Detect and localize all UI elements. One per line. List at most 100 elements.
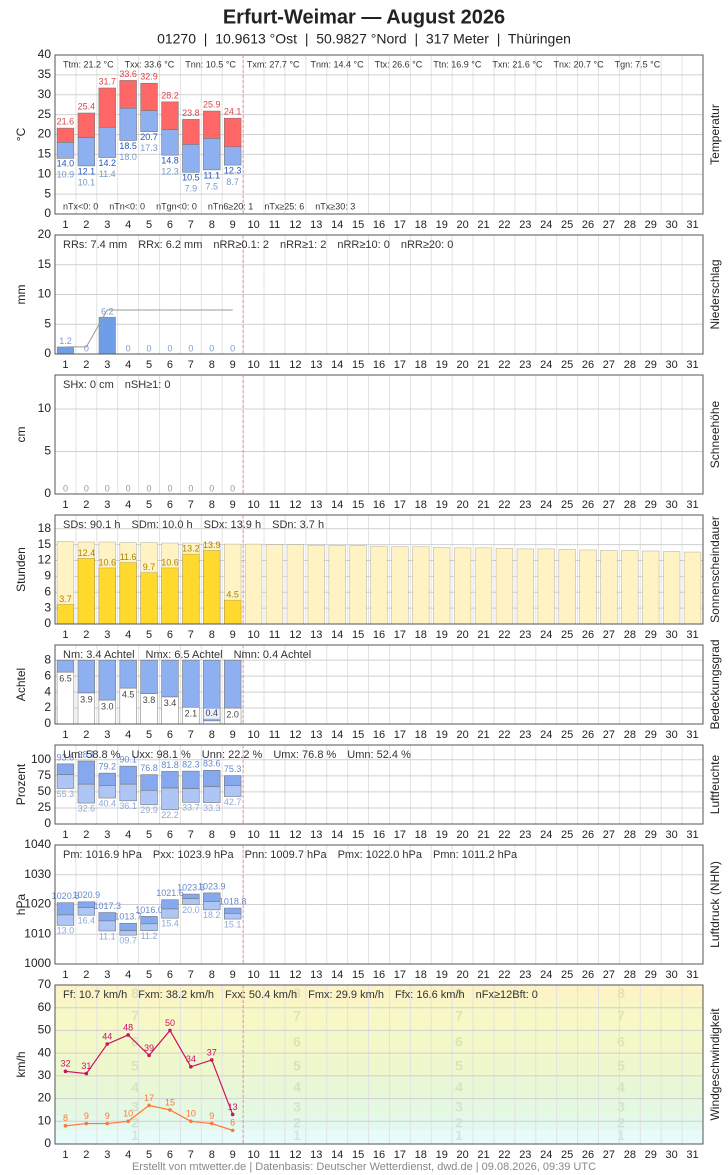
y-tick-label: 40 xyxy=(38,47,52,61)
x-tick-label: 25 xyxy=(561,729,573,741)
x-tick-label: 18 xyxy=(415,729,427,741)
x-tick-label: 8 xyxy=(209,729,215,741)
x-tick-label: 31 xyxy=(686,1149,698,1161)
bar xyxy=(140,572,158,625)
data-label: 15 xyxy=(165,1097,175,1107)
beaufort-number: 4 xyxy=(293,1079,301,1095)
x-tick-label: 13 xyxy=(310,1149,322,1161)
bar xyxy=(56,346,75,355)
panel-label: Luftfeuchte xyxy=(708,754,722,814)
bar xyxy=(98,316,116,355)
data-label: 0 xyxy=(84,343,89,353)
x-tick-label: 13 xyxy=(310,729,322,741)
statistic: Pm: 1016.9 hPa xyxy=(63,849,143,861)
x-tick-label: 9 xyxy=(230,969,236,981)
statistic: Txx: 33.6 °C xyxy=(125,59,175,69)
range-lower xyxy=(182,898,200,905)
point xyxy=(168,1028,172,1033)
x-tick-label: 17 xyxy=(394,1149,406,1161)
beaufort-number: 3 xyxy=(455,1098,463,1114)
x-tick-label: 31 xyxy=(686,219,698,231)
bar xyxy=(537,548,555,625)
data-label: 8 xyxy=(63,1113,68,1123)
x-tick-label: 24 xyxy=(540,829,552,841)
plot-border xyxy=(54,374,704,495)
y-tick-label: 6 xyxy=(44,668,51,682)
cloud-part xyxy=(77,659,96,694)
statistic: nTgn<0: 0 xyxy=(156,201,197,211)
y-tick-label: 0 xyxy=(44,346,51,360)
bar xyxy=(516,548,534,625)
data-label: 10.6 xyxy=(161,557,179,567)
x-tick-label: 28 xyxy=(624,499,636,511)
x-tick-label: 7 xyxy=(188,969,194,981)
x-tick-label: 26 xyxy=(582,499,594,511)
x-tick-label: 1 xyxy=(62,219,68,231)
bar xyxy=(286,544,305,625)
x-tick-label: 6 xyxy=(167,1149,173,1161)
panel-label: Niederschlag xyxy=(708,259,722,329)
beaufort-number: 8 xyxy=(455,985,463,1001)
data-label: 6.5 xyxy=(59,674,72,684)
x-tick-label: 13 xyxy=(310,359,322,371)
data-label: 3.7 xyxy=(59,594,72,604)
data-label: 0 xyxy=(84,483,89,493)
x-tick-label: 23 xyxy=(519,499,531,511)
data-label: 0.4 xyxy=(206,708,219,718)
x-tick-label: 4 xyxy=(125,499,131,511)
data-label: 36.1 xyxy=(119,801,137,811)
x-tick-label: 14 xyxy=(331,1149,343,1161)
x-tick-label: 10 xyxy=(247,499,259,511)
range-upper xyxy=(56,127,75,143)
data-label: 0 xyxy=(147,343,152,353)
x-tick-label: 28 xyxy=(624,219,636,231)
x-tick-label: 13 xyxy=(310,969,322,981)
range-upper xyxy=(182,119,200,145)
x-tick-label: 6 xyxy=(167,359,173,371)
statistic: Ttn: 16.9 °C xyxy=(433,59,482,69)
data-label: 81.8 xyxy=(161,760,179,770)
x-tick-label: 3 xyxy=(104,499,110,511)
cloud-part xyxy=(140,659,158,694)
x-tick-label: 30 xyxy=(666,359,678,371)
x-tick-label: 11 xyxy=(269,969,280,981)
x-tick-label: 30 xyxy=(666,969,678,981)
x-tick-label: 31 xyxy=(686,629,698,641)
x-tick-label: 3 xyxy=(104,729,110,741)
x-tick-label: 12 xyxy=(289,829,301,841)
range-lower xyxy=(140,110,158,133)
range-upper xyxy=(140,916,158,925)
x-tick-label: 1 xyxy=(62,729,68,741)
x-tick-label: 15 xyxy=(352,969,364,981)
x-tick-label: 19 xyxy=(436,359,448,371)
x-tick-label: 19 xyxy=(436,969,448,981)
x-tick-label: 21 xyxy=(477,499,489,511)
x-tick-label: 11 xyxy=(269,499,280,511)
statistic: Pnn: 1009.7 hPa xyxy=(245,849,328,861)
x-tick-label: 16 xyxy=(373,729,385,741)
data-label: 32.6 xyxy=(78,803,96,813)
x-tick-label: 25 xyxy=(561,829,573,841)
statistic: nRR≥10: 0 xyxy=(337,239,390,251)
x-tick-label: 9 xyxy=(230,729,236,741)
plot-border xyxy=(54,514,704,625)
data-label: 18.5 xyxy=(119,141,137,151)
x-tick-label: 14 xyxy=(331,499,343,511)
data-label: 31 xyxy=(81,1061,91,1071)
data-label: 3.4 xyxy=(164,698,177,708)
point xyxy=(105,1042,110,1046)
y-tick-label: 10 xyxy=(38,166,52,180)
subtitle: 01270 | 10.9613 °Ost | 50.9827 °Nord | 3… xyxy=(157,31,571,47)
x-tick-label: 20 xyxy=(456,1149,468,1161)
y-tick-label: 50 xyxy=(38,1023,52,1037)
x-tick-label: 23 xyxy=(519,359,531,371)
data-label: 24.1 xyxy=(224,107,242,117)
bar xyxy=(433,546,451,625)
data-label: 18.2 xyxy=(203,910,221,920)
x-tick-label: 8 xyxy=(209,1149,215,1161)
point xyxy=(126,1119,130,1124)
x-tick-label: 25 xyxy=(561,219,573,231)
x-tick-label: 15 xyxy=(352,1149,364,1161)
range-upper xyxy=(203,770,221,788)
range-upper xyxy=(182,893,200,899)
